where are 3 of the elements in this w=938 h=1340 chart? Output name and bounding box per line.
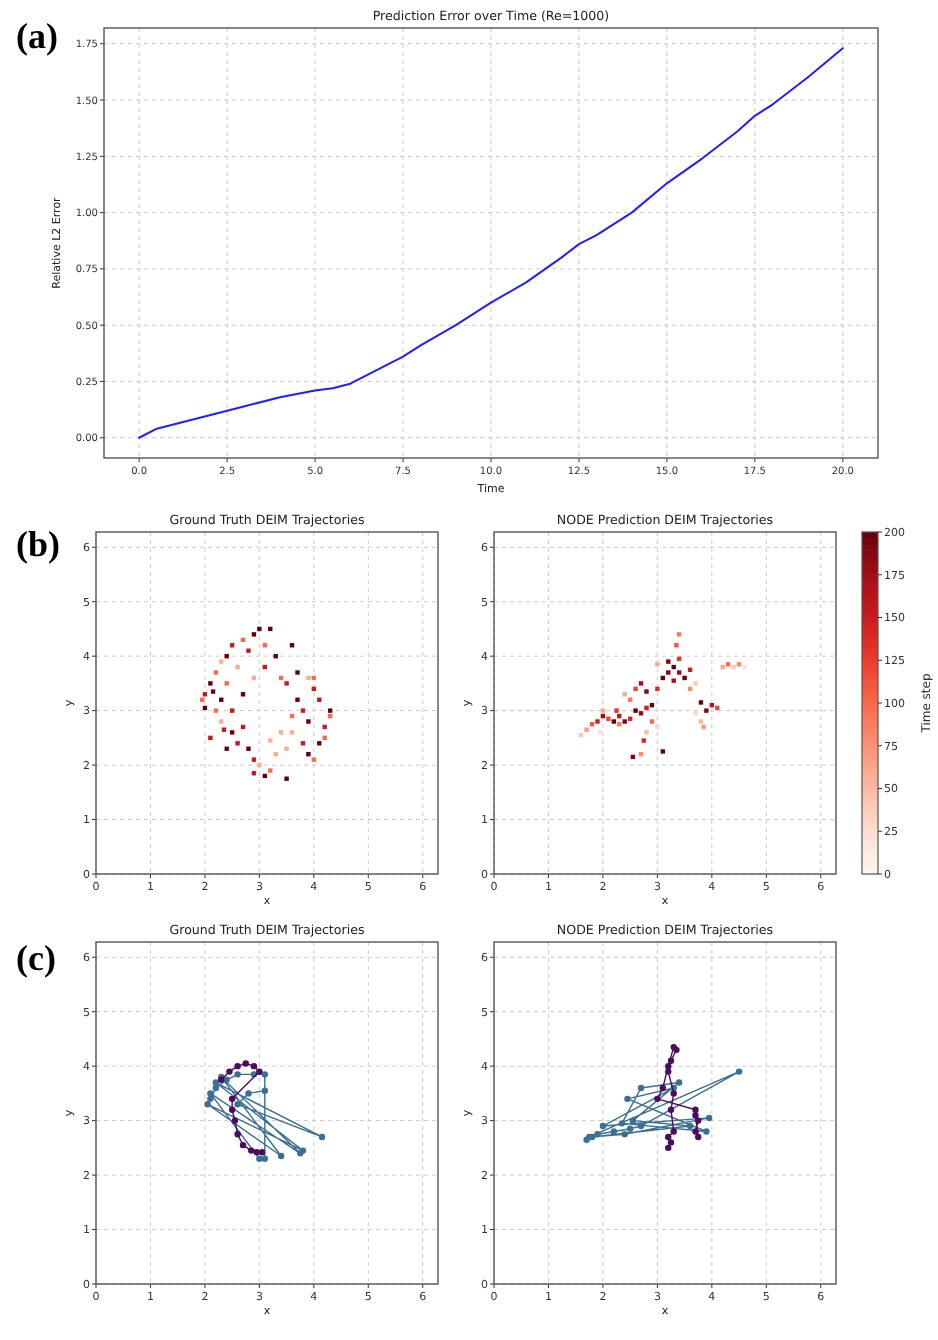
text: (b) bbox=[16, 524, 61, 564]
text: (a) bbox=[16, 16, 58, 56]
text: (c) bbox=[16, 938, 56, 978]
